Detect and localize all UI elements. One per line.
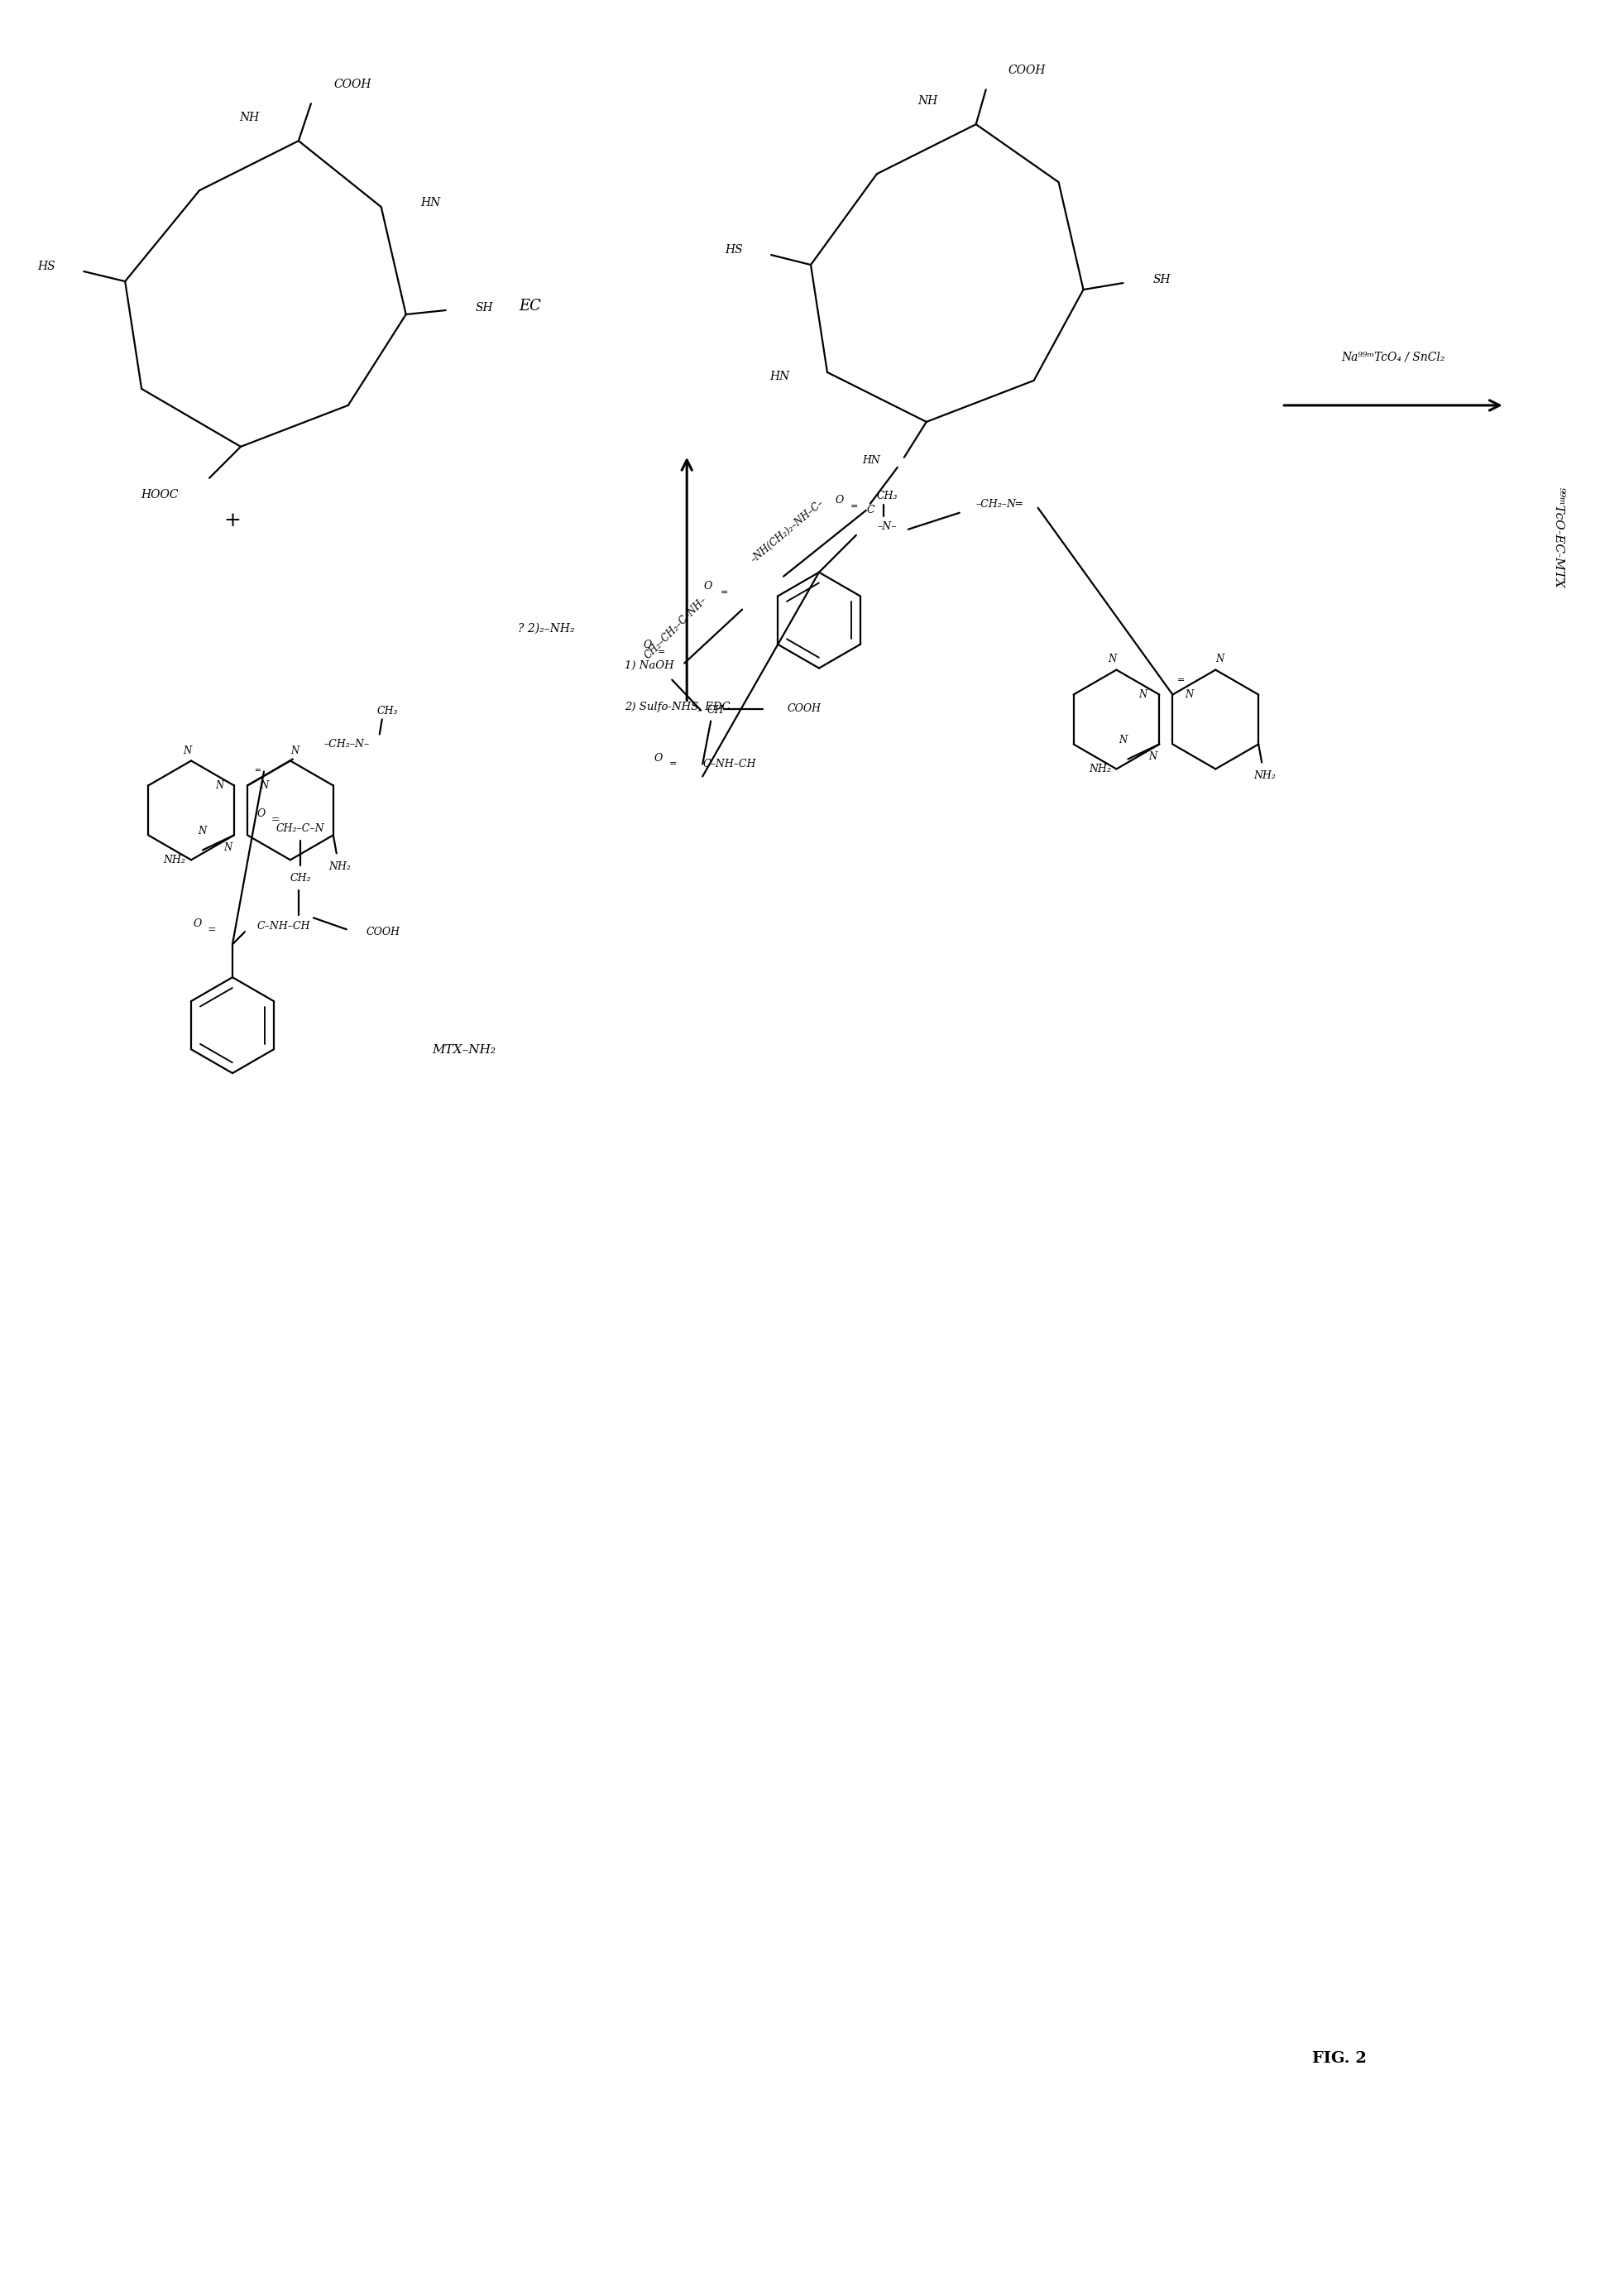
Text: =: = — [1177, 676, 1186, 685]
Text: N: N — [1186, 690, 1194, 701]
Text: COOH: COOH — [333, 78, 370, 89]
Text: =: = — [658, 648, 666, 655]
Text: N: N — [1138, 690, 1147, 701]
Text: CH₃: CH₃ — [877, 490, 898, 502]
Text: N: N — [1215, 653, 1224, 664]
Text: HN: HN — [421, 197, 440, 208]
Text: =: = — [851, 502, 859, 511]
Text: C: C — [866, 504, 874, 515]
Text: –NH(CH₂)₂–NH–C–: –NH(CH₂)₂–NH–C– — [749, 497, 827, 566]
Text: ? 2)₂–NH₂: ? 2)₂–NH₂ — [518, 623, 575, 635]
Text: COOH: COOH — [365, 926, 400, 937]
Text: FIG. 2: FIG. 2 — [1312, 2050, 1367, 2066]
Text: =: = — [271, 813, 279, 825]
Text: NH: NH — [239, 112, 258, 124]
Text: +: + — [224, 511, 240, 532]
Text: O: O — [193, 919, 201, 928]
Text: N: N — [260, 781, 268, 790]
Text: N: N — [222, 843, 232, 852]
Text: HOOC: HOOC — [141, 488, 179, 499]
Text: O: O — [835, 495, 844, 506]
Text: CH₂–CH₂–C–NH–: CH₂–CH₂–C–NH– — [643, 596, 710, 662]
Text: CH₂: CH₂ — [289, 873, 310, 884]
Text: SH: SH — [1153, 275, 1171, 286]
Text: NH₂: NH₂ — [328, 861, 351, 873]
Text: N: N — [1119, 735, 1127, 745]
Text: NH₂: NH₂ — [164, 855, 185, 866]
Text: NH: NH — [918, 96, 939, 108]
Text: O: O — [257, 809, 266, 818]
Text: CH₂–C–N: CH₂–C–N — [276, 822, 325, 834]
Text: N: N — [198, 825, 206, 836]
Text: HN: HN — [862, 456, 880, 465]
Text: N: N — [1108, 653, 1117, 664]
Text: =: = — [719, 589, 728, 596]
Text: O: O — [654, 754, 663, 763]
Text: CH: CH — [708, 706, 724, 715]
Text: ═: ═ — [255, 767, 260, 774]
Text: C–NH–CH: C–NH–CH — [703, 758, 757, 770]
Text: –CH₂–N═: –CH₂–N═ — [976, 499, 1023, 511]
Text: COOH: COOH — [788, 703, 822, 715]
Text: N: N — [291, 745, 299, 756]
Text: NH₂: NH₂ — [1254, 770, 1276, 781]
Text: –N–: –N– — [877, 522, 896, 532]
Text: MTX–NH₂: MTX–NH₂ — [432, 1045, 495, 1056]
Text: Na⁹⁹ᵐTcO₄ / SnCl₂: Na⁹⁹ᵐTcO₄ / SnCl₂ — [1341, 351, 1445, 364]
Text: O: O — [643, 639, 651, 651]
Text: ⁹⁹ᵐTcO-EC-MTX: ⁹⁹ᵐTcO-EC-MTX — [1553, 488, 1564, 589]
Text: 1) NaOH: 1) NaOH — [625, 660, 674, 671]
Text: HN: HN — [770, 371, 789, 383]
Text: EC: EC — [518, 298, 541, 314]
Text: NH₂: NH₂ — [1088, 763, 1111, 774]
Text: C–NH–CH: C–NH–CH — [257, 921, 310, 932]
Text: =: = — [208, 923, 216, 935]
Text: SH: SH — [476, 302, 494, 314]
Text: HS: HS — [724, 245, 742, 257]
Text: N: N — [214, 781, 224, 790]
Text: –CH₂–N–: –CH₂–N– — [323, 738, 369, 749]
Text: O: O — [703, 582, 711, 591]
Text: N: N — [1148, 751, 1156, 763]
Text: N: N — [184, 745, 192, 756]
Text: 2) Sulfo-NHS, EDC: 2) Sulfo-NHS, EDC — [625, 701, 731, 713]
Text: CH₃: CH₃ — [377, 706, 398, 717]
Text: HS: HS — [37, 261, 55, 273]
Text: COOH: COOH — [1009, 64, 1046, 76]
Text: =: = — [669, 761, 677, 767]
